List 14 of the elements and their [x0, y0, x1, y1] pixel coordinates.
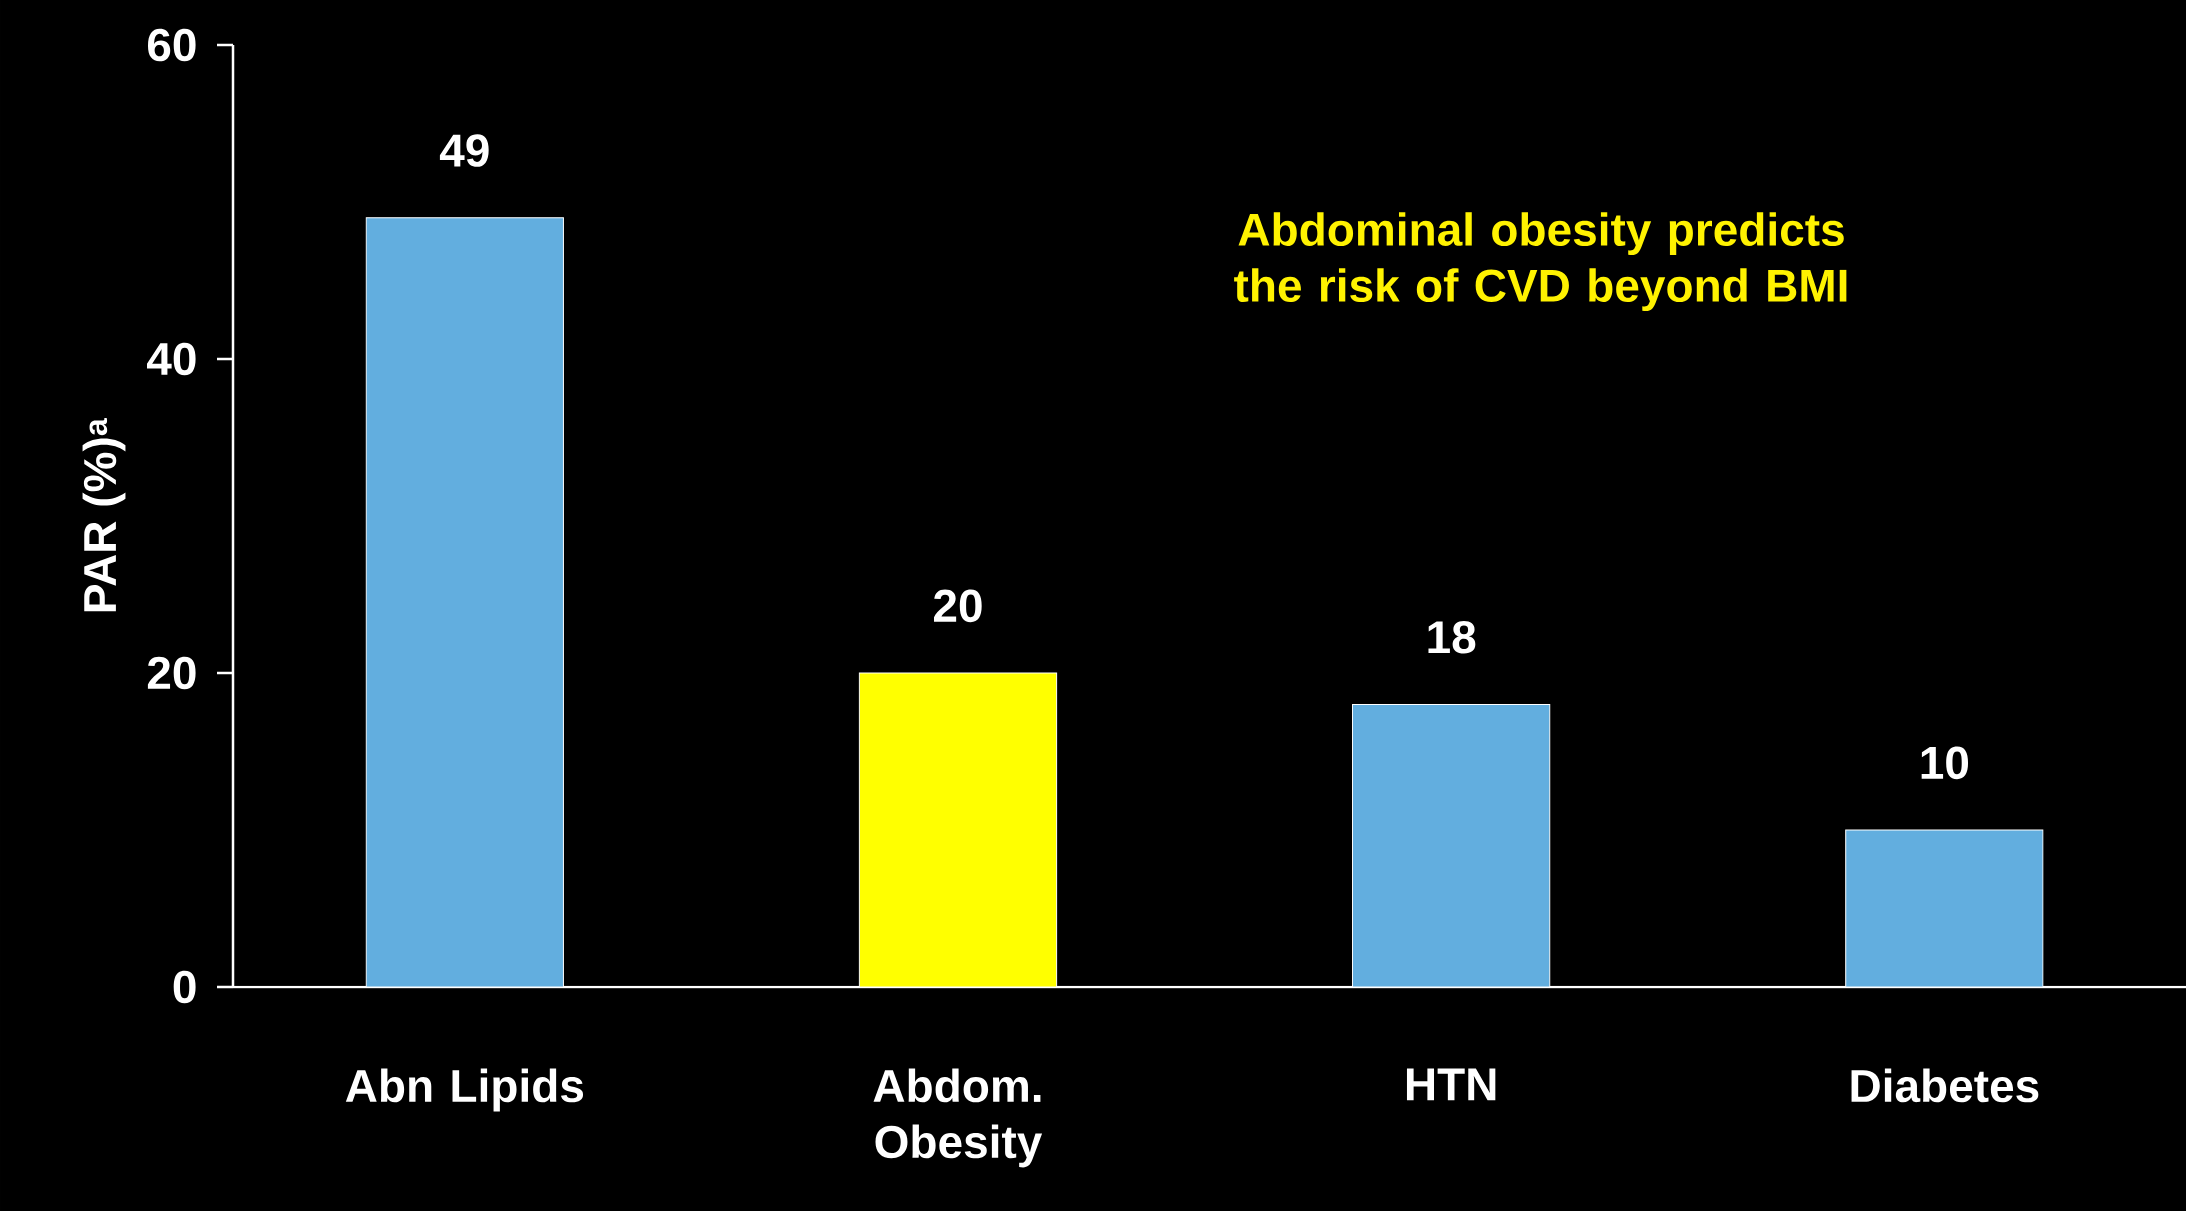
y-tick-label: 20	[147, 656, 196, 690]
y-tick-label: 0	[173, 970, 196, 1004]
data-label: 20	[934, 589, 982, 623]
x-tick-label: HTN	[1406, 1068, 1496, 1101]
x-tick-label: Abdom. Obesity	[873, 1068, 1043, 1168]
data-label: 10	[1921, 746, 1969, 780]
data-label: 49	[439, 134, 489, 167]
x-tick-label: Diabetes	[1851, 1068, 2039, 1103]
y-axis-title: PAR (%)$^{a}$	[82, 418, 126, 612]
y-tick-label: 60	[147, 28, 196, 62]
y-tick-label: 40	[147, 342, 196, 376]
annotation: Abdominal obesity predicts the risk of CVD beyond BMI	[1234, 212, 1847, 312]
x-tick-label: Abn Lipids	[345, 1068, 584, 1112]
data-label: 18	[1428, 621, 1476, 654]
